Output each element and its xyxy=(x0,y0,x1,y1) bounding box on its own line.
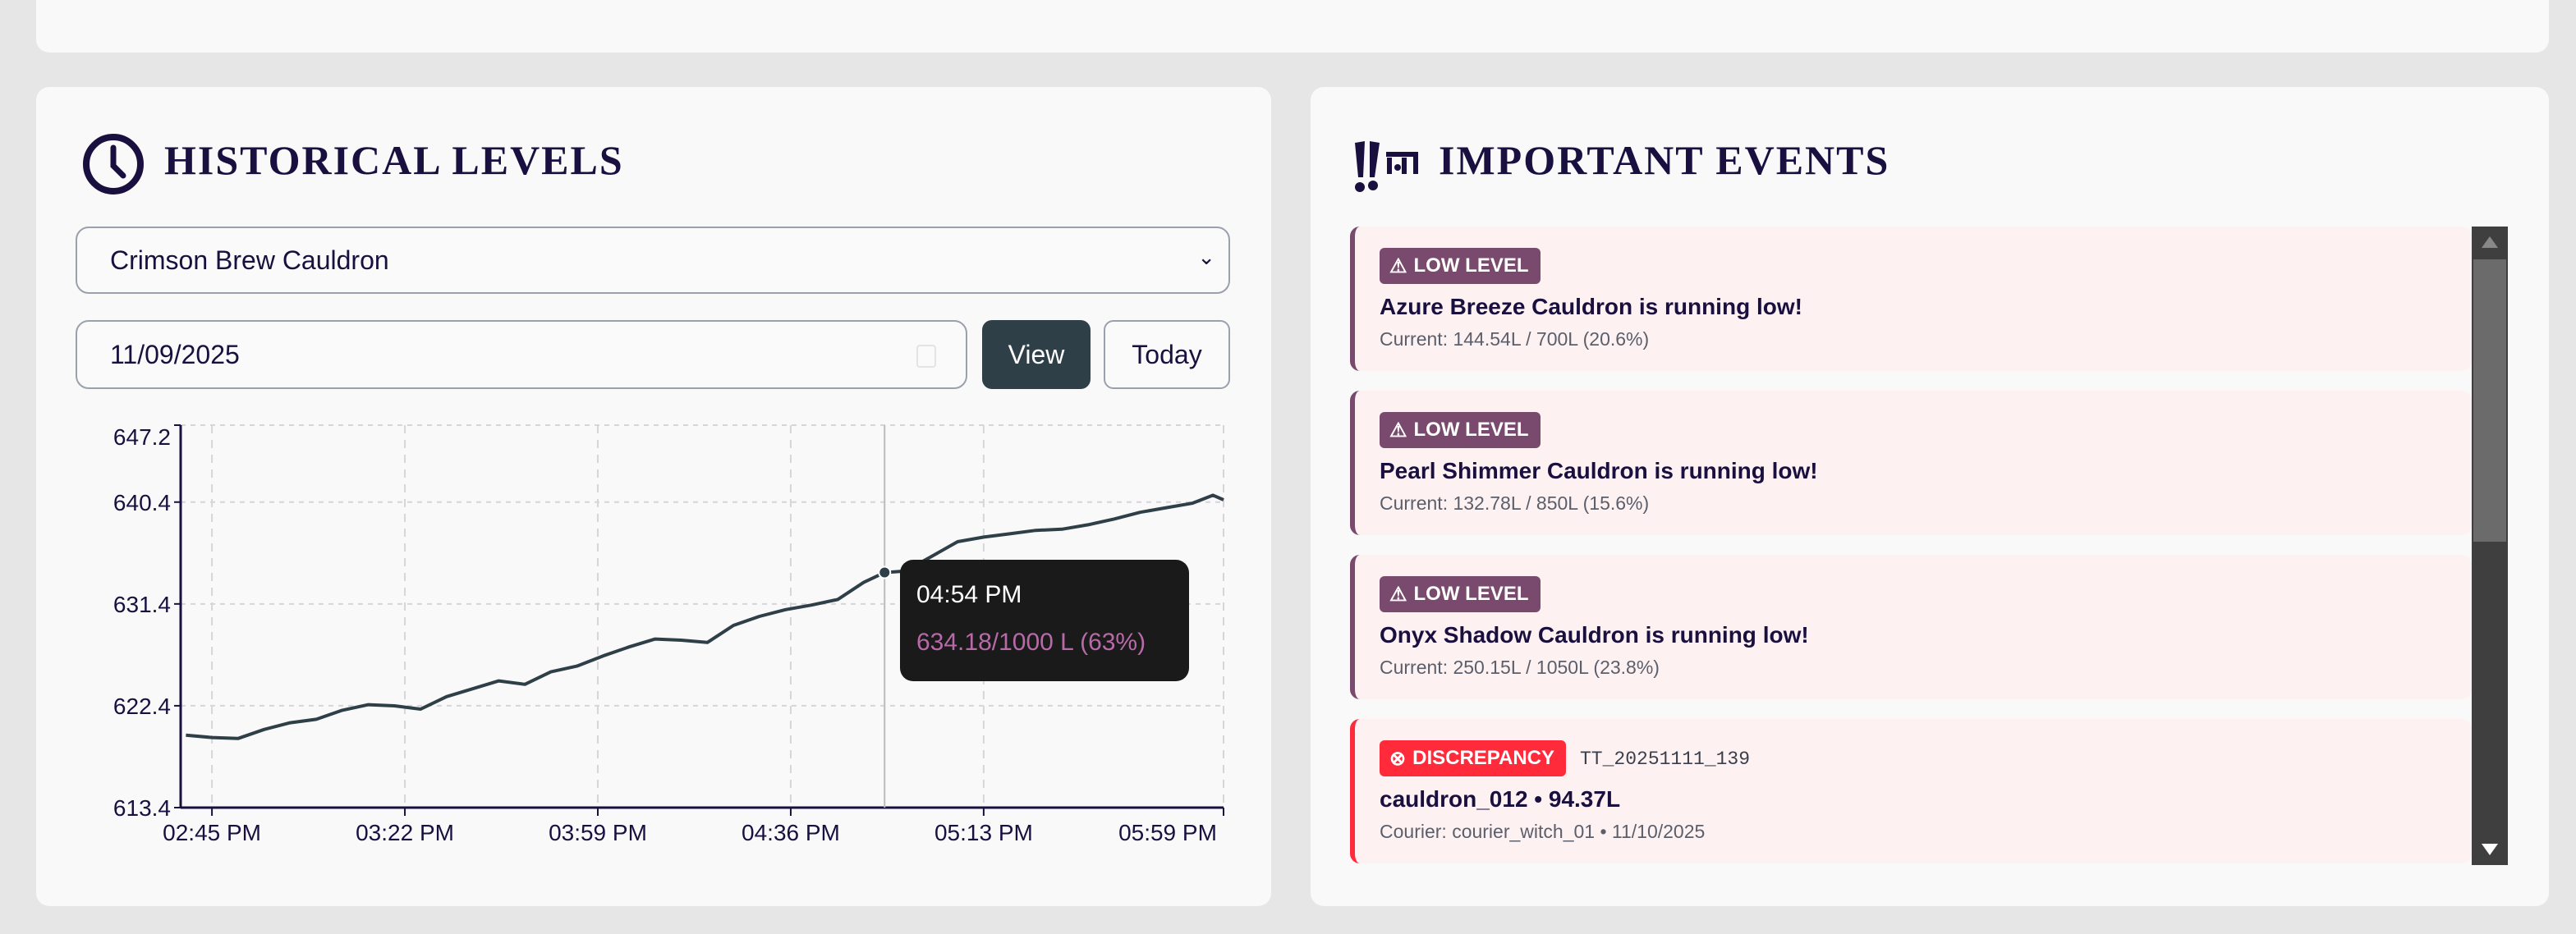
x-tick-label: 05:13 PM xyxy=(934,820,1033,845)
badge-label: LOW LEVEL xyxy=(1413,419,1529,441)
x-tick-label: 03:22 PM xyxy=(356,820,454,845)
x-tick-label: 04:36 PM xyxy=(742,820,840,845)
today-button[interactable]: Today xyxy=(1104,320,1230,389)
historical-levels-card: HISTORICAL LEVELS Crimson Brew Cauldron … xyxy=(36,87,1271,906)
date-input-value: 11/09/2025 xyxy=(110,339,240,369)
event-detail: Current: 144.54L / 700L (20.6%) xyxy=(1380,328,1650,350)
events-list[interactable]: ⚠ LOW LEVEL Azure Breeze Cauldron is runn… xyxy=(1350,227,2472,865)
x-tick-label: 05:59 PM xyxy=(1118,820,1217,845)
ticket-ref: TT_20251111_139 xyxy=(1580,749,1751,770)
date-input[interactable]: 11/09/2025 xyxy=(76,320,967,389)
error-circle-icon: ⊗ xyxy=(1389,747,1407,770)
event-item[interactable]: ⚠ LOW LEVEL Onyx Shadow Cauldron is runni… xyxy=(1350,555,2472,699)
y-tick-label: 613.4 xyxy=(113,795,171,821)
alert-icon xyxy=(1355,141,1418,192)
historical-levels-title: HISTORICAL LEVELS xyxy=(164,137,624,183)
warning-icon: ⚠ xyxy=(1389,419,1407,442)
cauldron-select-value: Crimson Brew Cauldron xyxy=(110,245,389,275)
important-events-title: IMPORTANT EVENTS xyxy=(1439,137,1890,183)
y-tick-label: 622.4 xyxy=(113,694,171,719)
event-detail: Courier: courier_witch_01 • 11/10/2025 xyxy=(1380,821,1706,842)
tooltip-time: 04:54 PM xyxy=(916,581,1022,608)
x-tick-label: 03:59 PM xyxy=(549,820,647,845)
warning-icon: ⚠ xyxy=(1389,254,1407,277)
top-card xyxy=(36,0,2549,53)
event-item[interactable]: ⚠ LOW LEVEL Azure Breeze Cauldron is runn… xyxy=(1350,227,2472,371)
view-button[interactable]: View xyxy=(982,320,1091,389)
low-level-badge: ⚠ LOW LEVEL xyxy=(1380,248,1541,284)
event-item[interactable]: ⚠ LOW LEVEL Pearl Shimmer Cauldron is run… xyxy=(1350,391,2472,535)
chart-tooltip: 04:54 PM 634.18/1000 L (63%) xyxy=(900,560,1189,681)
highlight-point xyxy=(878,565,892,579)
scroll-down-arrow[interactable] xyxy=(2482,844,2498,855)
level-chart[interactable]: 613.4 622.4 631.4 640.4 647.2 02:45 PM 03:22 P… xyxy=(0,0,1281,934)
event-title: cauldron_012 • 94.37L xyxy=(1380,786,1621,812)
badge-label: LOW LEVEL xyxy=(1413,583,1529,605)
event-item[interactable]: ⊗ DISCREPANCY TT_20251111_139 cauldron_01… xyxy=(1350,719,2472,863)
scrollbar-thumb[interactable] xyxy=(2473,259,2506,542)
calendar-icon[interactable] xyxy=(916,345,936,368)
event-title: Azure Breeze Cauldron is running low! xyxy=(1380,294,1802,319)
event-detail: Current: 250.15L / 1050L (23.8%) xyxy=(1380,657,1660,678)
y-tick-label: 640.4 xyxy=(113,490,171,515)
warning-icon: ⚠ xyxy=(1389,583,1407,606)
low-level-badge: ⚠ LOW LEVEL xyxy=(1380,576,1541,612)
y-tick-label: 631.4 xyxy=(113,592,171,617)
event-title: Onyx Shadow Cauldron is running low! xyxy=(1380,622,1809,648)
event-title: Pearl Shimmer Cauldron is running low! xyxy=(1380,458,1818,483)
x-tick-label: 02:45 PM xyxy=(163,820,261,845)
discrepancy-badge: ⊗ DISCREPANCY xyxy=(1380,740,1567,776)
low-level-badge: ⚠ LOW LEVEL xyxy=(1380,412,1541,448)
scroll-up-arrow[interactable] xyxy=(2482,236,2498,248)
cauldron-select[interactable]: Crimson Brew Cauldron ⌄ xyxy=(76,227,1230,294)
event-detail: Current: 132.78L / 850L (15.6%) xyxy=(1380,492,1650,514)
badge-label: LOW LEVEL xyxy=(1413,254,1529,277)
clock-icon xyxy=(83,134,144,195)
events-scrollbar[interactable] xyxy=(2472,227,2508,865)
chevron-down-icon: ⌄ xyxy=(1197,245,1215,269)
level-line xyxy=(186,493,1224,740)
y-tick-label: 647.2 xyxy=(113,424,171,450)
badge-label: DISCREPANCY xyxy=(1412,747,1555,769)
tooltip-value: 634.18/1000 L (63%) xyxy=(916,629,1146,656)
